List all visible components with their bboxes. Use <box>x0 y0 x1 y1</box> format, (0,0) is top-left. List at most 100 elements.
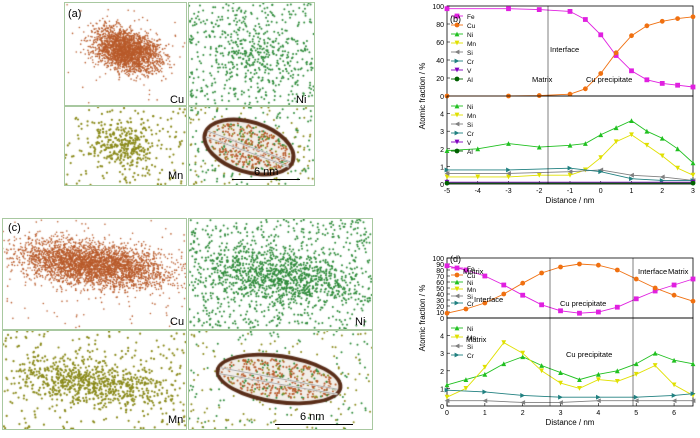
point-cu <box>652 285 658 291</box>
x-tick-label: -5 <box>444 188 450 195</box>
y-tick-label: 60 <box>436 280 444 287</box>
legend-marker-cu <box>454 22 460 28</box>
legend-entry-ni: Ni <box>467 280 473 287</box>
point-fe <box>614 304 620 310</box>
legend-marker-mn <box>454 334 460 340</box>
point-fe <box>652 288 658 294</box>
point-cu <box>659 18 665 24</box>
point-mn <box>506 174 511 180</box>
legend-marker-mn <box>454 40 460 46</box>
point-mn <box>577 386 582 391</box>
x-tick-label: 5 <box>634 410 638 417</box>
legend-marker-si <box>454 121 460 127</box>
point-cr <box>444 167 450 173</box>
point-si <box>671 398 677 404</box>
atom-map-a-ni-canvas <box>189 3 314 105</box>
map-c-ni-label: Ni <box>355 316 366 328</box>
legend-entry-mn: Mn <box>467 335 476 342</box>
legend-entry-mn: Mn <box>467 287 476 294</box>
point-fe <box>690 276 696 282</box>
y-tick-label: 1 <box>440 164 444 171</box>
point-fe <box>444 263 450 269</box>
point-ni <box>659 135 665 141</box>
point-fe <box>598 32 604 38</box>
point-cr <box>659 178 665 183</box>
legend-marker-cr <box>454 130 460 136</box>
scale-label-c: 6 nm <box>300 411 325 423</box>
point-si <box>629 172 634 178</box>
point-si <box>595 398 601 404</box>
point-mn <box>613 139 619 145</box>
point-ni <box>506 141 511 146</box>
point-ni <box>582 141 588 146</box>
annotation: Cu precipitate <box>586 75 632 84</box>
point-ni <box>444 382 450 388</box>
label-a: (a) <box>68 8 82 20</box>
legend-marker-fe <box>454 13 460 19</box>
legend-marker-fe <box>454 265 460 271</box>
point-si <box>444 398 450 404</box>
point-fe <box>690 84 696 90</box>
point-fe <box>675 82 681 88</box>
series-line-si <box>447 400 693 403</box>
series-line-ni <box>446 352 694 386</box>
y-tick-label: 10 <box>436 310 444 317</box>
point-fe <box>644 77 650 83</box>
y-tick-label: 90 <box>436 262 444 269</box>
scale-label-a: 6 nm <box>254 166 279 178</box>
point-si <box>482 398 488 404</box>
point-cu <box>582 86 588 92</box>
scale-bar-c <box>275 424 353 425</box>
point-cr <box>633 394 639 400</box>
point-ni <box>671 357 677 363</box>
point-cu <box>595 262 601 268</box>
point-fe <box>577 310 582 316</box>
legend-entry-si: Si <box>467 294 473 301</box>
point-mn <box>644 142 650 148</box>
legend-marker-ni <box>454 325 460 331</box>
point-mn <box>595 377 601 382</box>
point-ni <box>567 142 573 148</box>
annotation: Interface <box>638 267 667 276</box>
point-cu <box>671 292 677 298</box>
annotation: Cu precipitate <box>566 350 612 359</box>
x-tick-label: 2 <box>660 188 664 195</box>
legend-marker-si <box>454 343 460 349</box>
y-tick-label: 70 <box>436 274 444 281</box>
legend-marker-v <box>454 67 460 73</box>
point-cr <box>671 393 677 398</box>
legend-entry-cr: Cr <box>467 353 475 360</box>
legend-entry-cr: Cr <box>467 59 475 66</box>
point-cu <box>690 14 696 20</box>
atom-map-c-cu <box>2 218 187 330</box>
point-ni <box>558 370 563 375</box>
point-ni <box>644 128 650 134</box>
atom-map-a-cu-canvas <box>65 3 186 105</box>
point-mn <box>520 350 526 356</box>
point-cr <box>598 169 604 175</box>
legend-marker-mn <box>454 286 460 292</box>
point-mn <box>659 153 665 159</box>
point-fe <box>520 292 526 298</box>
point-ni <box>614 368 620 374</box>
x-axis-label: Distance / nm <box>546 196 595 205</box>
annotation: Matrix <box>532 75 553 84</box>
point-mn <box>558 380 563 386</box>
point-ni <box>595 371 601 377</box>
y-tick-label: 40 <box>436 292 444 299</box>
y-tick-label: 80 <box>436 268 444 275</box>
point-fe <box>501 282 507 288</box>
point-mn <box>444 174 450 180</box>
point-fe <box>506 6 511 12</box>
point-ni <box>501 361 507 367</box>
point-cu <box>501 291 507 297</box>
series-line-fe <box>446 265 694 314</box>
atom-map-a-3d-canvas <box>189 107 314 185</box>
atom-map-c-3d <box>188 330 373 430</box>
point-cu <box>613 50 619 56</box>
point-cu <box>675 16 681 21</box>
legend-marker-cr <box>454 352 460 358</box>
atom-map-a-3d <box>188 106 315 186</box>
atom-map-c-ni <box>188 218 373 330</box>
